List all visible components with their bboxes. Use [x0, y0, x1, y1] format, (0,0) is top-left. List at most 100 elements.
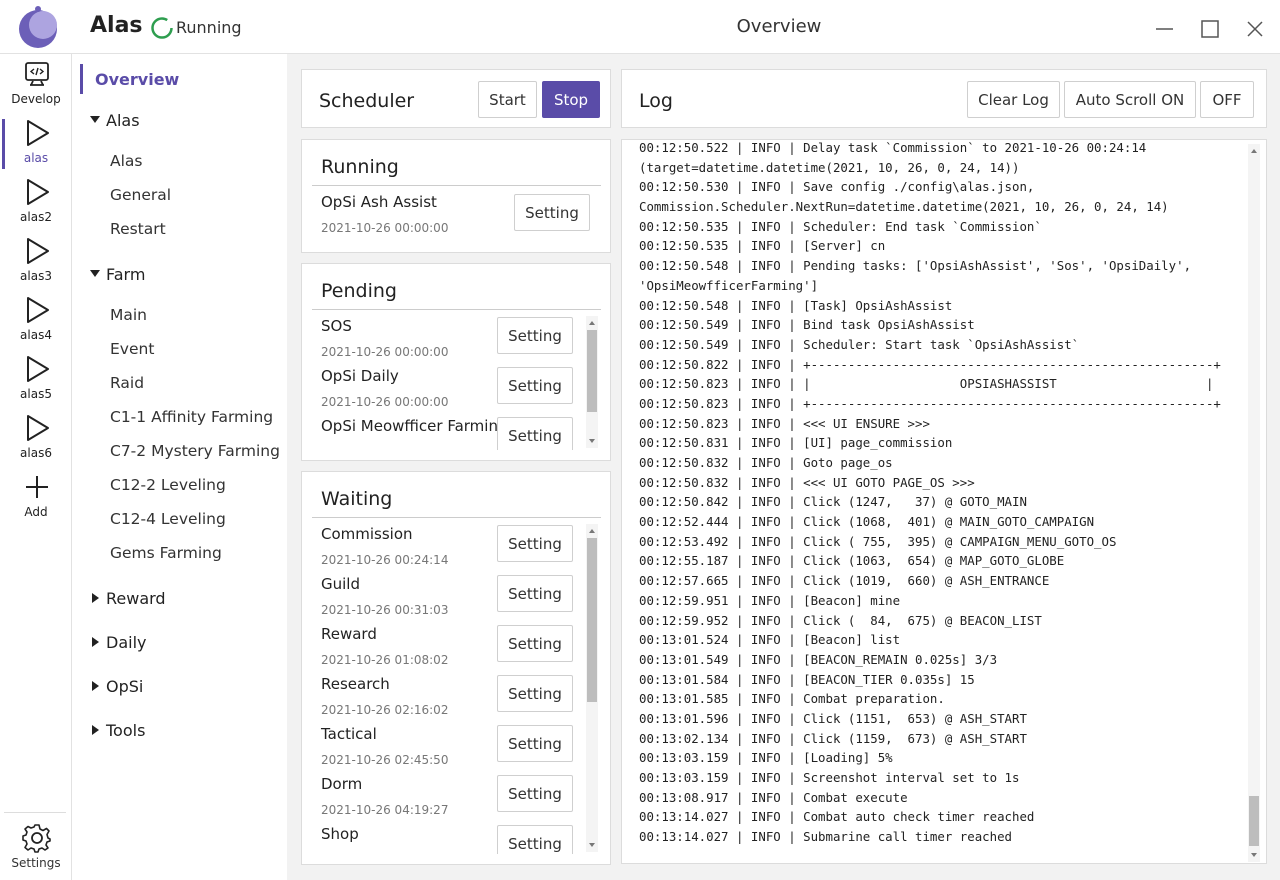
instance-label: Develop	[11, 92, 61, 106]
nav-item[interactable]: Event	[110, 340, 155, 358]
log-line: 00:12:50.831 | INFO | [UI] page_commissi…	[639, 435, 953, 450]
log-line: 00:13:14.027 | INFO | Submarine call tim…	[639, 829, 1012, 844]
log-line: 00:12:50.535 | INFO | [Server] cn	[639, 238, 886, 253]
nav-group-title: Tools	[106, 720, 146, 740]
nav-item[interactable]: C7-2 Mystery Farming	[110, 442, 280, 460]
instance-item[interactable]: alas4	[0, 296, 72, 352]
nav-item[interactable]: Main	[110, 306, 148, 324]
task-row: SOS 2021-10-26 00:00:00 Setting	[302, 316, 592, 366]
selected-indicator	[2, 119, 5, 169]
task-scrollbar[interactable]	[586, 316, 598, 448]
instance-icon	[27, 179, 49, 205]
setting-button[interactable]: Setting	[497, 675, 573, 712]
auto-scroll-off-button[interactable]: OFF	[1200, 81, 1254, 118]
nav-item[interactable]: General	[110, 186, 172, 204]
nav-group[interactable]: Alas	[72, 98, 287, 142]
card-divider	[312, 185, 601, 186]
nav-item[interactable]: C1-1 Affinity Farming	[110, 408, 274, 426]
nav-item[interactable]: Restart	[110, 220, 166, 238]
log-line: 00:12:50.530 | INFO | Save config ./conf…	[639, 179, 1035, 194]
log-line: 00:13:01.524 | INFO | [Beacon] list	[639, 632, 901, 647]
stop-button[interactable]: Stop	[542, 81, 600, 118]
task-name: Tactical	[321, 725, 377, 743]
setting-button[interactable]: Setting	[497, 525, 573, 562]
maximize[interactable]	[1201, 20, 1219, 38]
task-next-run: 2021-10-26 01:08:02	[321, 653, 449, 667]
pending-card: Pending SOS 2021-10-26 00:00:00 Setting OpSi…	[301, 263, 611, 461]
log-line: 00:12:50.548 | INFO | [Task] OpsiAshAssi…	[639, 298, 953, 313]
log-line: 00:13:14.027 | INFO | Combat auto check …	[639, 809, 1035, 824]
instance-item[interactable]: Add	[0, 473, 72, 529]
nav-active-label: Overview	[95, 70, 180, 89]
task-next-run: 2021-10-26 02:16:02	[321, 703, 449, 717]
task-row: Tactical 2021-10-26 02:45:50 Setting	[302, 724, 592, 774]
settings-button[interactable]: Settings	[0, 820, 72, 876]
card-title: Pending	[321, 280, 397, 302]
nav-item[interactable]: C12-2 Leveling	[110, 476, 226, 494]
instance-icon	[27, 297, 49, 323]
log-scrollbar[interactable]	[1248, 144, 1260, 862]
nav-item[interactable]: Alas	[110, 152, 143, 170]
nav-item[interactable]: Raid	[110, 374, 145, 392]
log-line: (target=datetime.datetime(2021, 10, 26, …	[639, 160, 1020, 175]
task-list: OpSi Ash Assist 2021-10-26 00:00:00 Settin…	[302, 192, 592, 252]
task-name: Guild	[321, 575, 360, 593]
log-line: 'OpsiMeowfficerFarming']	[639, 278, 819, 293]
setting-button[interactable]: Setting	[497, 317, 573, 354]
expand-arrow	[90, 116, 100, 123]
setting-button[interactable]: Setting	[497, 775, 573, 812]
task-row: Shop Setting	[302, 824, 592, 854]
task-next-run: 2021-10-26 00:00:00	[321, 395, 449, 409]
nav-group[interactable]: OpSi	[72, 664, 287, 708]
task-name: OpSi Ash Assist	[321, 193, 437, 211]
nav-list: Overview Alas Alas General Restart Farm Main Ev…	[72, 64, 287, 752]
nav-item[interactable]: Gems Farming	[110, 544, 222, 562]
auto-scroll-on-button[interactable]: Auto Scroll ON	[1064, 81, 1196, 118]
log-line: 00:12:59.951 | INFO | [Beacon] mine	[639, 593, 901, 608]
instance-item[interactable]: alas2	[0, 178, 72, 234]
task-row: Dorm 2021-10-26 04:19:27 Setting	[302, 774, 592, 824]
task-row: Guild 2021-10-26 00:31:03 Setting	[302, 574, 592, 624]
task-name: Shop	[321, 825, 359, 843]
log-line: 00:12:57.665 | INFO | Click (1019, 660) …	[639, 573, 1050, 588]
instance-icon	[27, 415, 49, 441]
setting-button[interactable]: Setting	[497, 575, 573, 612]
nav-group-items: Main Event Raid C1-1 Affinity Farming C7-2 M…	[72, 296, 287, 576]
setting-button[interactable]: Setting	[497, 417, 573, 450]
setting-button[interactable]: Setting	[497, 367, 573, 404]
nav-active-item[interactable]: Overview	[72, 64, 287, 94]
task-row: Commission 2021-10-26 00:24:14 Setting	[302, 524, 592, 574]
log-line: 00:12:50.842 | INFO | Click (1247, 37) @…	[639, 494, 1027, 509]
instance-item[interactable]: alas	[0, 119, 72, 175]
log-line: 00:13:01.596 | INFO | Click (1151, 653) …	[639, 711, 1027, 726]
instance-item[interactable]: alas3	[0, 237, 72, 293]
setting-button[interactable]: Setting	[497, 625, 573, 662]
task-scrollbar[interactable]	[586, 524, 598, 852]
instance-item[interactable]: alas5	[0, 355, 72, 411]
setting-button[interactable]: Setting	[514, 194, 590, 231]
close[interactable]	[1247, 21, 1263, 37]
nav-group[interactable]: Farm	[72, 252, 287, 296]
log-line: 00:12:50.522 | INFO | Delay task `Commis…	[639, 140, 1147, 155]
task-name: Commission	[321, 525, 413, 543]
window-controls	[1156, 20, 1263, 38]
nav-group-title: OpSi	[106, 676, 144, 696]
nav-group[interactable]: Daily	[72, 620, 287, 664]
expand-arrow	[92, 681, 99, 691]
start-button[interactable]: Start	[478, 81, 537, 118]
nav-item[interactable]: C12-4 Leveling	[110, 510, 226, 528]
task-next-run: 2021-10-26 00:00:00	[321, 345, 449, 359]
nav-group-items: Alas General Restart	[72, 142, 287, 252]
setting-button[interactable]: Setting	[497, 825, 573, 854]
instance-item[interactable]: Develop	[0, 60, 72, 116]
instance-item[interactable]: alas6	[0, 414, 72, 470]
nav-group[interactable]: Reward	[72, 576, 287, 620]
waiting-card: Waiting Commission 2021-10-26 00:24:14 Sett…	[301, 471, 611, 865]
setting-button[interactable]: Setting	[497, 725, 573, 762]
instance-label: alas5	[20, 387, 52, 401]
clear-log-button[interactable]: Clear Log	[967, 81, 1060, 118]
sidebar-divider	[4, 812, 66, 813]
task-row: OpSi Meowfficer Farming Setting	[302, 416, 592, 450]
expand-arrow	[92, 593, 99, 603]
nav-group[interactable]: Tools	[72, 708, 287, 752]
